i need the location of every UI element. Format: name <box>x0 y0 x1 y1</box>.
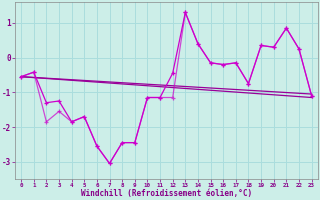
X-axis label: Windchill (Refroidissement éolien,°C): Windchill (Refroidissement éolien,°C) <box>81 189 252 198</box>
